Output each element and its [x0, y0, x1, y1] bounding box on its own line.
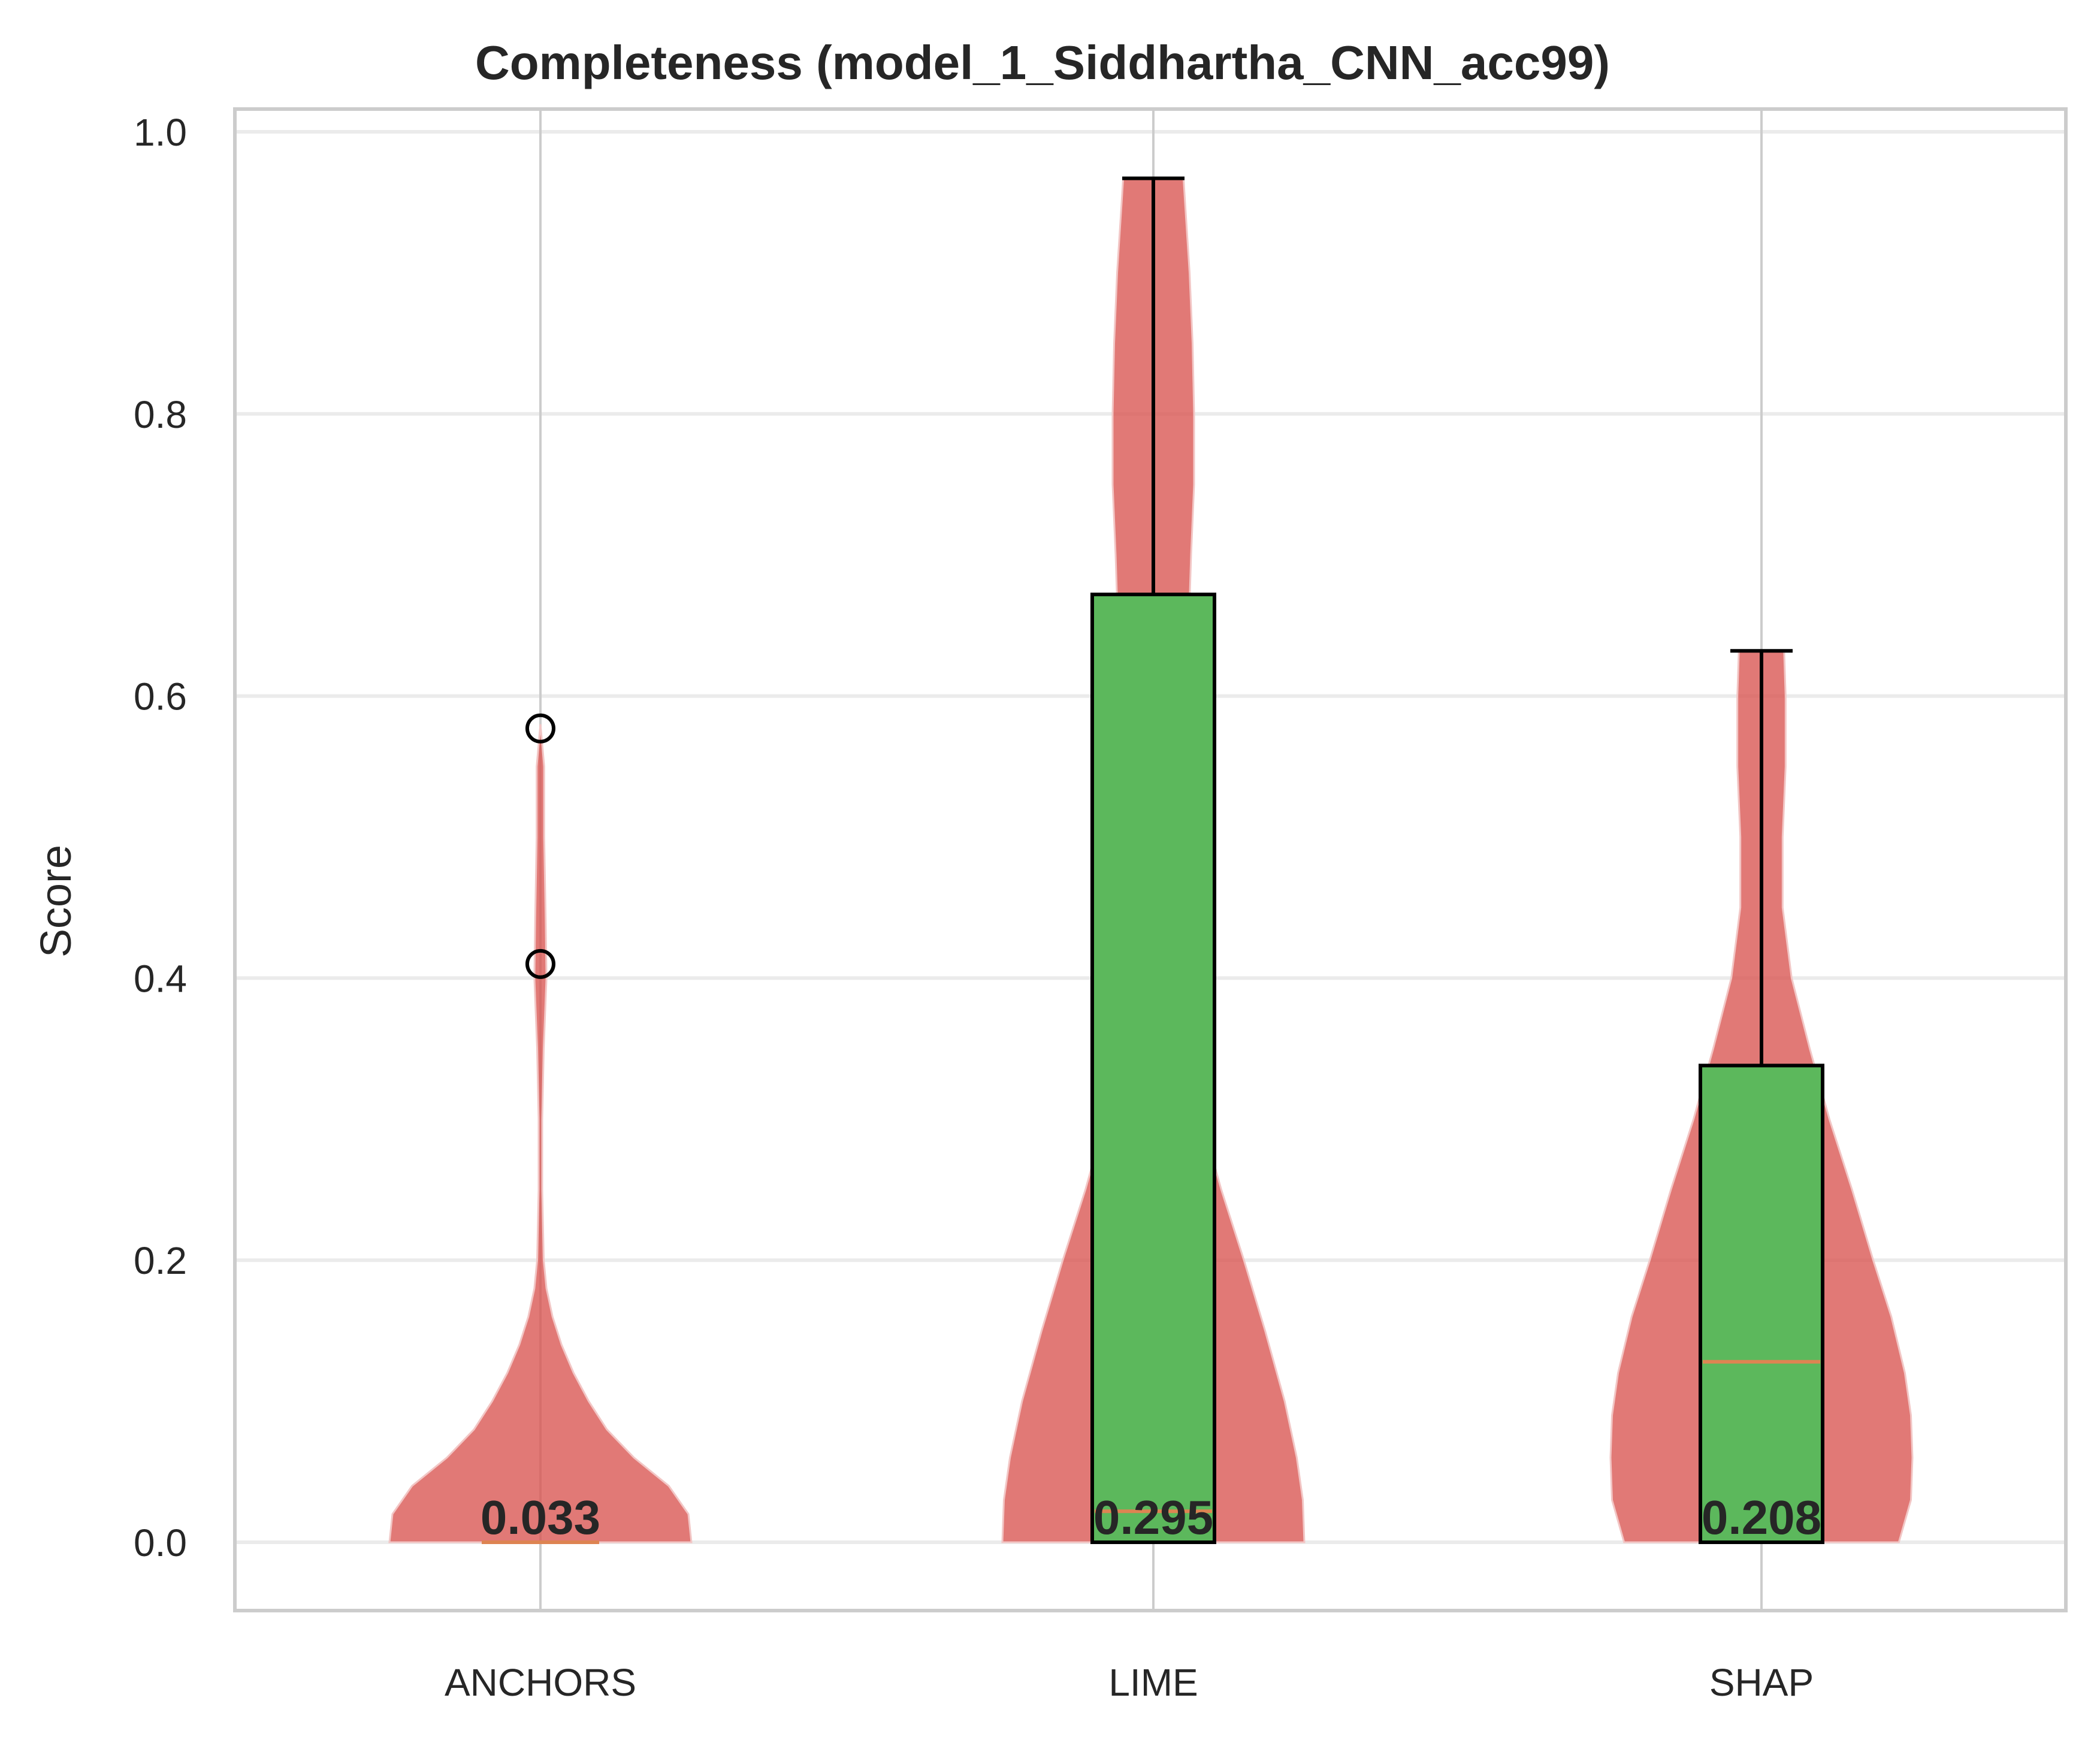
mean-label-anchors: 0.033	[481, 1491, 600, 1544]
y-axis-label: Score	[32, 845, 80, 957]
y-tick-label-5: 1.0	[134, 111, 187, 154]
y-tick-label-1: 0.2	[134, 1239, 187, 1282]
boxplot-shap	[1699, 649, 1824, 1544]
y-tick-label-3: 0.6	[134, 675, 187, 718]
boxplots	[482, 176, 1824, 1544]
plot-frame	[233, 107, 2068, 1612]
mean-label-lime: 0.295	[1093, 1491, 1213, 1544]
box-iqr	[1699, 1064, 1824, 1544]
violin-anchors	[388, 724, 693, 1543]
chart-title: Completeness (model_1_Siddhartha_CNN_acc…	[475, 36, 1610, 89]
y-axis-ticks: 0.0 0.2 0.4 0.6 0.8 1.0	[134, 111, 187, 1564]
boxplot-lime	[1090, 176, 1216, 1544]
x-tick-label-2: SHAP	[1709, 1661, 1814, 1704]
box-iqr	[1090, 593, 1216, 1544]
x-tick-label-0: ANCHORS	[445, 1661, 636, 1704]
outlier-point-0	[525, 713, 555, 744]
outlier-point-1	[525, 948, 555, 979]
x-axis-ticks: ANCHORS LIME SHAP	[445, 1661, 1814, 1704]
boxplot-anchors	[482, 713, 599, 1544]
y-tick-label-4: 0.8	[134, 393, 187, 436]
mean-labels: 0.033 0.295 0.208	[481, 1491, 1821, 1544]
x-tick-label-1: LIME	[1108, 1661, 1198, 1704]
mean-label-shap: 0.208	[1702, 1491, 1821, 1544]
y-tick-label-2: 0.4	[134, 957, 187, 1000]
y-tick-label-0: 0.0	[134, 1521, 187, 1564]
